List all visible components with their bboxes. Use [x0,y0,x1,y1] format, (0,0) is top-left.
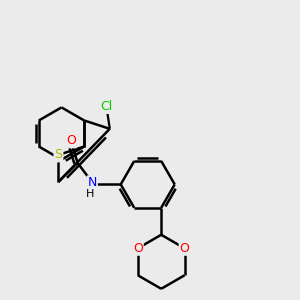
Text: Cl: Cl [100,100,112,113]
Text: H: H [86,189,94,199]
Text: O: O [180,242,190,255]
Text: O: O [66,134,76,147]
Text: S: S [54,148,62,161]
Text: N: N [88,176,97,189]
Text: O: O [133,242,143,255]
